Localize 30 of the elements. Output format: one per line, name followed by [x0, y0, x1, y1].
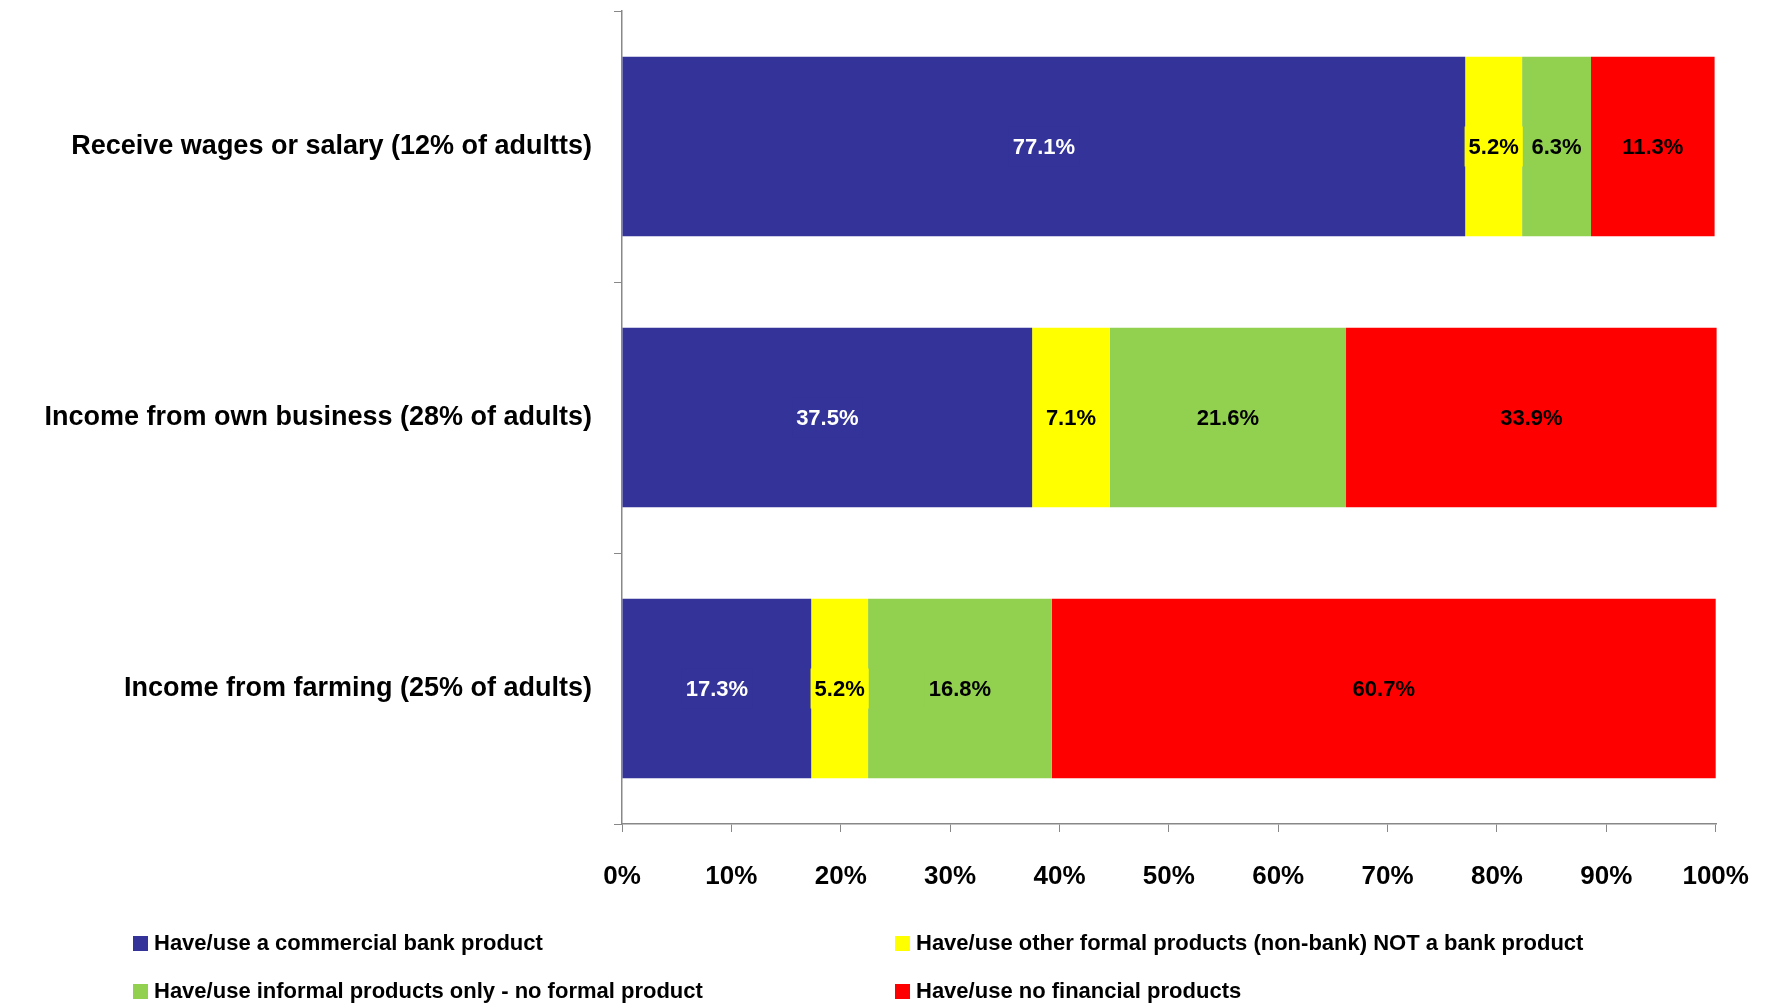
data-label: 17.3%	[685, 675, 749, 701]
data-label: 60.7%	[1352, 675, 1415, 701]
x-tick-label: 30%	[924, 859, 977, 890]
legend-label: Have/use other formal products (non-bank) NOT a bank product	[916, 930, 1584, 956]
x-tick-label: 60%	[1252, 859, 1305, 890]
x-tick-label: 0%	[603, 859, 641, 890]
y-tick-label: Income from own business (28% of adults)	[44, 400, 592, 431]
legend-label: Have/use a commercial bank product	[154, 930, 543, 956]
x-tick-label: 70%	[1361, 859, 1414, 890]
x-tick-label: 40%	[1033, 859, 1086, 890]
y-tick-label: Receive wages or salary (12% of adultts)	[71, 129, 592, 160]
data-label: 5.2%	[814, 675, 865, 701]
data-label: 5.2%	[1468, 133, 1519, 159]
x-tick-label: 100%	[1682, 859, 1749, 890]
data-label: 16.8%	[928, 675, 992, 701]
x-tick-label: 20%	[814, 859, 867, 890]
legend-label: Have/use no financial products	[916, 978, 1242, 1004]
data-label: 37.5%	[796, 404, 859, 430]
data-label: 33.9%	[1500, 404, 1563, 430]
data-label: 21.6%	[1196, 404, 1260, 430]
data-label: 11.3%	[1622, 133, 1684, 159]
x-tick-label: 10%	[705, 859, 758, 890]
x-tick-label: 80%	[1470, 859, 1523, 890]
y-tick-label: Income from farming (25% of adults)	[123, 671, 592, 702]
data-label: 6.3%	[1531, 133, 1582, 159]
x-tick-label: 50%	[1142, 859, 1195, 890]
legend-label: Have/use informal products only - no formal product	[154, 978, 703, 1004]
x-tick-label: 90%	[1580, 859, 1633, 890]
data-label: 7.1%	[1045, 404, 1097, 430]
data-label: 77.1%	[1012, 133, 1076, 159]
